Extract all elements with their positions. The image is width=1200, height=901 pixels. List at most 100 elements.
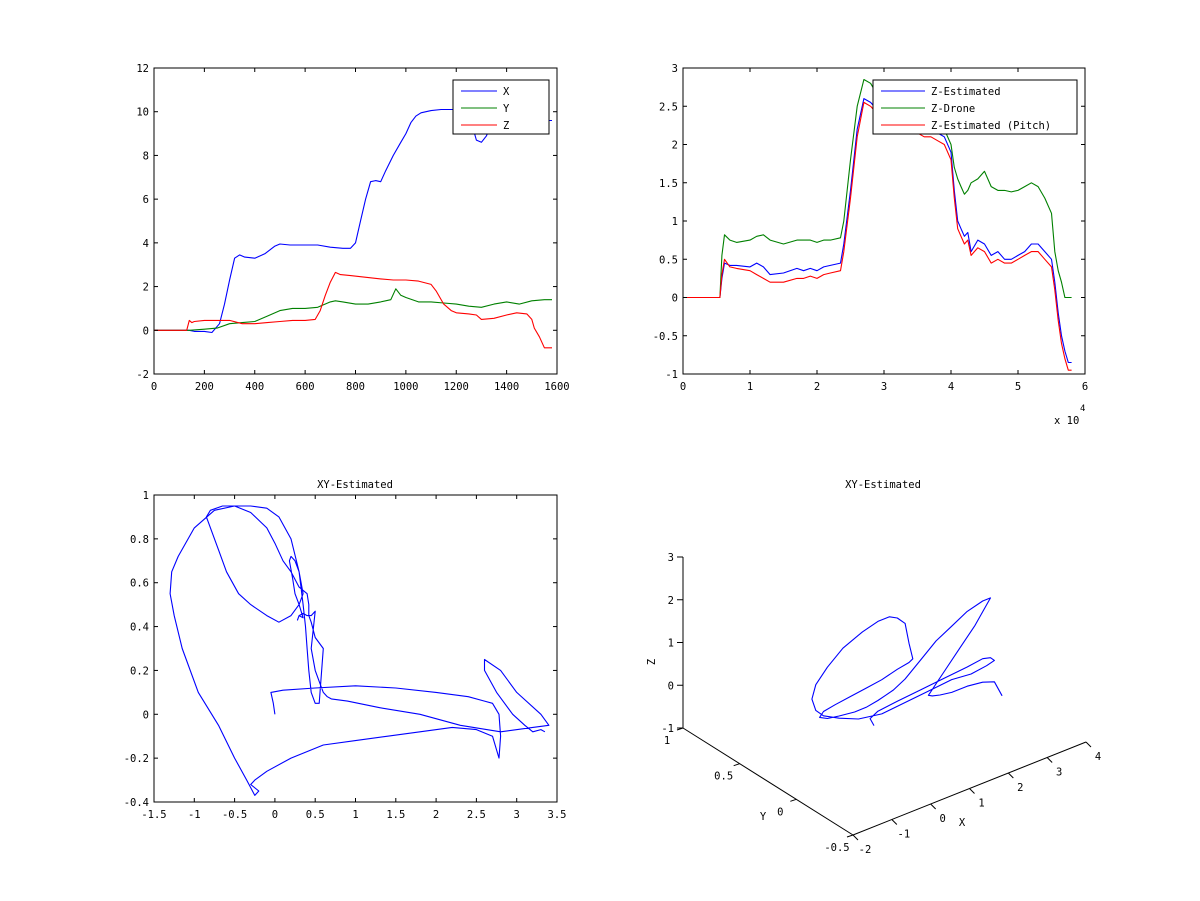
plot2-ytick-label: 0.5 (659, 254, 678, 266)
plot4-y-axis-label: Y (760, 811, 767, 823)
plot4-title: XY-Estimated (845, 479, 921, 491)
plot4-xtick-mark (1085, 741, 1092, 748)
plot3-xtick-label: 1.5 (386, 809, 405, 821)
plot4-ztick-label: 1 (668, 638, 674, 650)
plot4-xtick-mark (1007, 772, 1014, 779)
plot4-xtick-label: 1 (978, 798, 984, 810)
plot3-xtick-label: -1 (188, 809, 201, 821)
plot4-ztick-label: 2 (668, 595, 674, 607)
plot4-ytick-mark (846, 834, 854, 838)
plot1-xtick-label: 1600 (544, 381, 569, 393)
plot3-series-line-0 (169, 505, 550, 796)
plot4-xtick-label: -1 (898, 829, 911, 841)
plot2-ytick-label: 1 (672, 216, 678, 228)
plot2-ytick-label: 0 (672, 293, 678, 305)
plot3-xtick-label: 0.5 (306, 809, 325, 821)
plot1-legend: X Y Z (452, 79, 550, 135)
plot2-ytick-label: 2.5 (659, 101, 678, 113)
plot3-ytick-label: -0.4 (124, 797, 149, 809)
plot4-xtick-mark (891, 819, 898, 825)
plot1-ytick-label: 12 (136, 63, 149, 75)
plot4-series-group (811, 597, 1003, 726)
plot1-series-line-1 (154, 288, 552, 331)
plot2-ytick-label: 2 (672, 140, 678, 152)
plot4-x-axis-label: X (959, 817, 966, 829)
plot3-ticks: -1.5 -1 -0.5 0 0.5 1 1.5 2 2.5 3 3.5 -0.4 -0.2 0 0.2 0.… (124, 490, 567, 821)
plot4-xtick-label: -2 (859, 844, 872, 856)
plot1-legend-box (452, 79, 550, 135)
plot4-xtick-mark (969, 788, 975, 794)
plot2-ticks: 0 1 2 3 4 5 6 -1 -0.5 0 0.5 1 1.5 2 2.5 3 (653, 63, 1088, 393)
plot2-ytick-label: -1 (665, 369, 678, 381)
plot1-ytick-label: 0 (143, 325, 149, 337)
plot1-ytick-label: 4 (143, 238, 149, 250)
plot3-ytick-label: 1 (143, 490, 149, 502)
plot2-xtick-label: 0 (680, 381, 686, 393)
legend-label-z-estimated-pitch: Z-Estimated (Pitch) (931, 120, 1051, 132)
plot2-legend: Z-Estimated Z-Drone Z-Estimated (Pitch) (872, 79, 1078, 135)
plot4-ytick-label: 0 (777, 806, 783, 818)
plot4-ztick-label: 3 (668, 552, 674, 564)
plot2-x-multiplier-exponent: 4 (1080, 404, 1085, 414)
plot4-series-line-0 (811, 597, 1003, 726)
plot4-ytick-mark (790, 798, 797, 802)
plot1-xtick-label: 600 (296, 381, 315, 393)
legend-label-x: X (503, 86, 510, 98)
legend-label-y: Y (503, 103, 510, 115)
plot3-ytick-label: 0.4 (130, 622, 149, 634)
plot2-xtick-label: 2 (814, 381, 820, 393)
plot3-ytick-label: -0.2 (124, 753, 149, 765)
plot1-xtick-label: 1200 (444, 381, 469, 393)
plot4-xtick-label: 4 (1095, 751, 1101, 763)
plot1-ytick-label: 8 (143, 150, 149, 162)
plot1-xtick-label: 0 (151, 381, 157, 393)
plot3-ytick-label: 0.8 (130, 534, 149, 546)
plot2-ytick-label: 1.5 (659, 178, 678, 190)
plot2-xtick-label: 5 (1015, 381, 1021, 393)
plot-xy-trajectory: XY-Estimated -1.5 -1 -0.5 0 0.5 1 1.5 2 2.5 3 3.5-… (124, 479, 567, 821)
plot4-ytick-mark (733, 763, 740, 767)
plot1-xtick-label: 1400 (494, 381, 519, 393)
plot1-xtick-label: 800 (346, 381, 365, 393)
plot4-z-axis-label: Z (646, 659, 658, 665)
plot3-xtick-label: 3.5 (548, 809, 567, 821)
plot4-y-axis-line (682, 727, 854, 836)
plot3-axes (153, 494, 558, 803)
plot4-ytick-label: -0.5 (824, 842, 849, 854)
plot1-xtick-label: 200 (195, 381, 214, 393)
plot4-ytick-label: 1 (664, 735, 670, 747)
legend-label-z: Z (503, 120, 509, 132)
plot4-xtick-mark (930, 803, 937, 810)
plot2-ytick-label: 3 (672, 63, 678, 75)
plot1-series-group (154, 108, 552, 349)
plot4-xtick-label: 3 (1056, 767, 1062, 779)
plot-z-estimates: 0 1 2 3 4 5 6 -1 -0.5 0 0.5 1 1.5 2 2.5 3 x 10 4 Z-Esti… (653, 63, 1088, 427)
plot3-xtick-label: 0 (272, 809, 278, 821)
plot1-xtick-label: 400 (245, 381, 264, 393)
plot4-xtick-label: 0 (940, 813, 946, 825)
plot1-series-line-0 (154, 108, 552, 334)
plot4-xtick-label: 2 (1017, 782, 1023, 794)
plot3-ytick-label: 0.6 (130, 578, 149, 590)
plot3-series-group (169, 505, 550, 796)
legend-label-z-drone: Z-Drone (931, 103, 975, 115)
plot2-xtick-label: 3 (881, 381, 887, 393)
plot1-xtick-label: 1000 (393, 381, 418, 393)
plot2-xtick-label: 4 (948, 381, 954, 393)
plot4-xtick-mark (852, 834, 859, 841)
plot3-xtick-label: 2 (433, 809, 439, 821)
plot4-ztick-label: -1 (661, 723, 674, 735)
plot1-ytick-label: -2 (136, 369, 149, 381)
plot2-series-line-2 (683, 101, 1072, 371)
plot2-x-multiplier: x 10 (1054, 415, 1079, 427)
plot3-xtick-label: 2.5 (467, 809, 486, 821)
plot-xyz-position: 0 200 400 600 800 1000 1200 1400 1600-2024681012… (136, 63, 569, 393)
plot3-xtick-label: -1.5 (141, 809, 166, 821)
plot2-xtick-label: 1 (747, 381, 753, 393)
plot2-ytick-label: -0.5 (653, 331, 678, 343)
plot3-ytick-label: 0.2 (130, 665, 149, 677)
